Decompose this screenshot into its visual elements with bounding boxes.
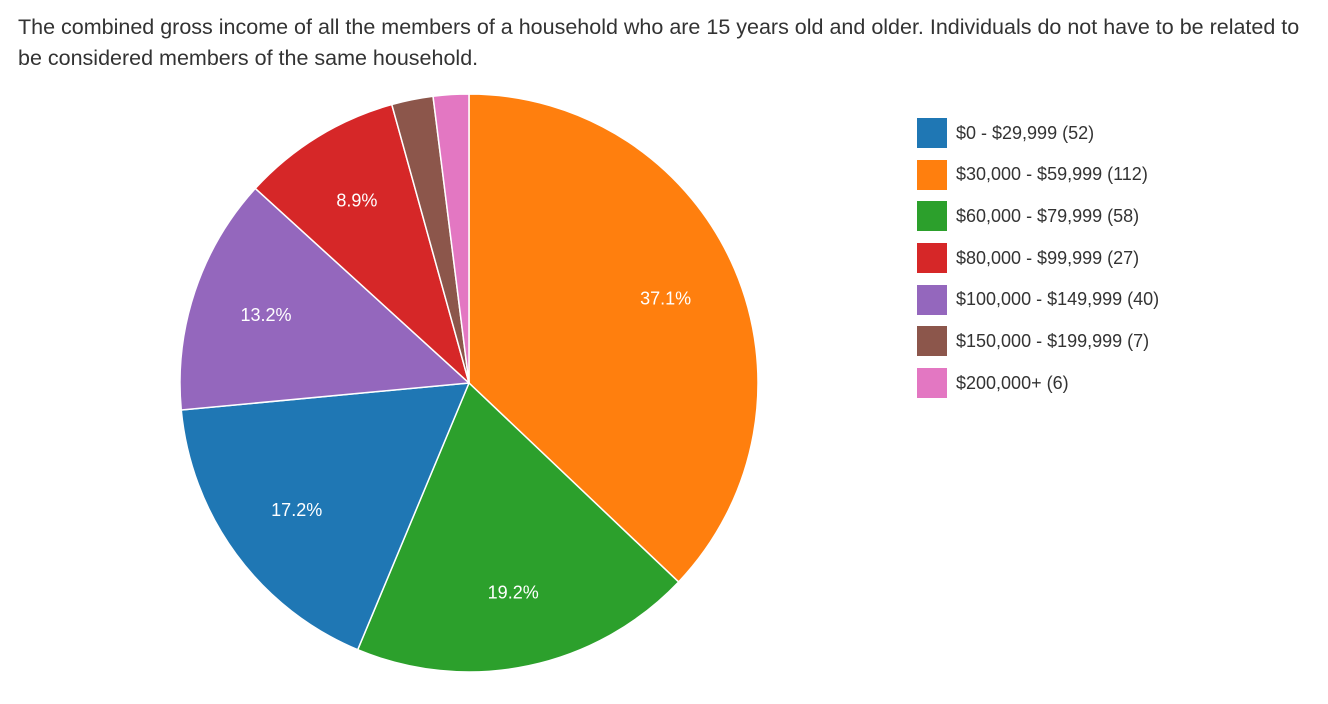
legend-item-100-000-149-999[interactable]: $100,000 - $149,999 (40) xyxy=(917,284,1160,315)
legend-swatch xyxy=(917,159,947,190)
pie-slice-60-000-79-999[interactable] xyxy=(356,382,680,673)
legend-item-80-000-99-999[interactable]: $80,000 - $99,999 (27) xyxy=(917,243,1159,274)
slice-percent-label: 37.1% xyxy=(640,289,691,309)
question-text: The combined gross income of all the mem… xyxy=(18,15,1300,70)
pie-slice-80-000-99-999[interactable] xyxy=(254,103,470,384)
legend-label: $150,000 - $199,999 (7) xyxy=(956,330,1150,351)
legend-label: $0 - $29,999 (52) xyxy=(956,122,1095,143)
legend-item-30-000-59-999[interactable]: $30,000 - $59,999 (112) xyxy=(917,159,1159,190)
pie-chart: 37.1% 19.2% 17.2% 13.2% 8.9% xyxy=(179,93,759,673)
legend-item-150-000-199-999[interactable]: $150,000 - $199,999 (7) xyxy=(917,326,1159,357)
legend-swatch xyxy=(917,243,947,274)
legend-label: $100,000 - $149,999 (40) xyxy=(956,289,1160,310)
legend-swatch xyxy=(917,326,947,357)
pie-slice-200-000[interactable] xyxy=(432,93,470,384)
legend-item-60-000-79-999[interactable]: $60,000 - $79,999 (58) xyxy=(917,201,1159,232)
legend-label: $30,000 - $59,999 (112) xyxy=(956,164,1148,185)
legend-swatch xyxy=(917,284,947,315)
legend-label: $60,000 - $79,999 (58) xyxy=(956,205,1140,226)
slice-percent-label: 19.2% xyxy=(488,582,539,602)
slice-percent-label: 8.9% xyxy=(336,191,377,211)
chart-legend: $0 - $29,999 (52) $30,000 - $59,999 (112)… xyxy=(917,118,1159,410)
pie-slice-30-000-59-999[interactable] xyxy=(468,93,759,583)
legend-item-0-29-999[interactable]: $0 - $29,999 (52) xyxy=(917,118,1159,148)
legend-swatch xyxy=(917,201,947,232)
pie-slice-100-000-149-999[interactable] xyxy=(179,187,470,411)
legend-label: $80,000 - $99,999 (27) xyxy=(956,247,1140,268)
pie-slice-0-29-999[interactable] xyxy=(180,382,470,651)
legend-swatch xyxy=(917,118,947,148)
pie-slice-labels: 37.1% 19.2% 17.2% 13.2% 8.9% xyxy=(240,191,691,603)
slice-percent-label: 13.2% xyxy=(240,305,291,325)
slice-percent-label: 17.2% xyxy=(271,500,322,520)
legend-item-200-000[interactable]: $200,000+ (6) xyxy=(917,368,1159,399)
legend-label: $200,000+ (6) xyxy=(956,372,1069,393)
legend-swatch xyxy=(917,368,947,399)
pie-slices xyxy=(179,93,759,673)
